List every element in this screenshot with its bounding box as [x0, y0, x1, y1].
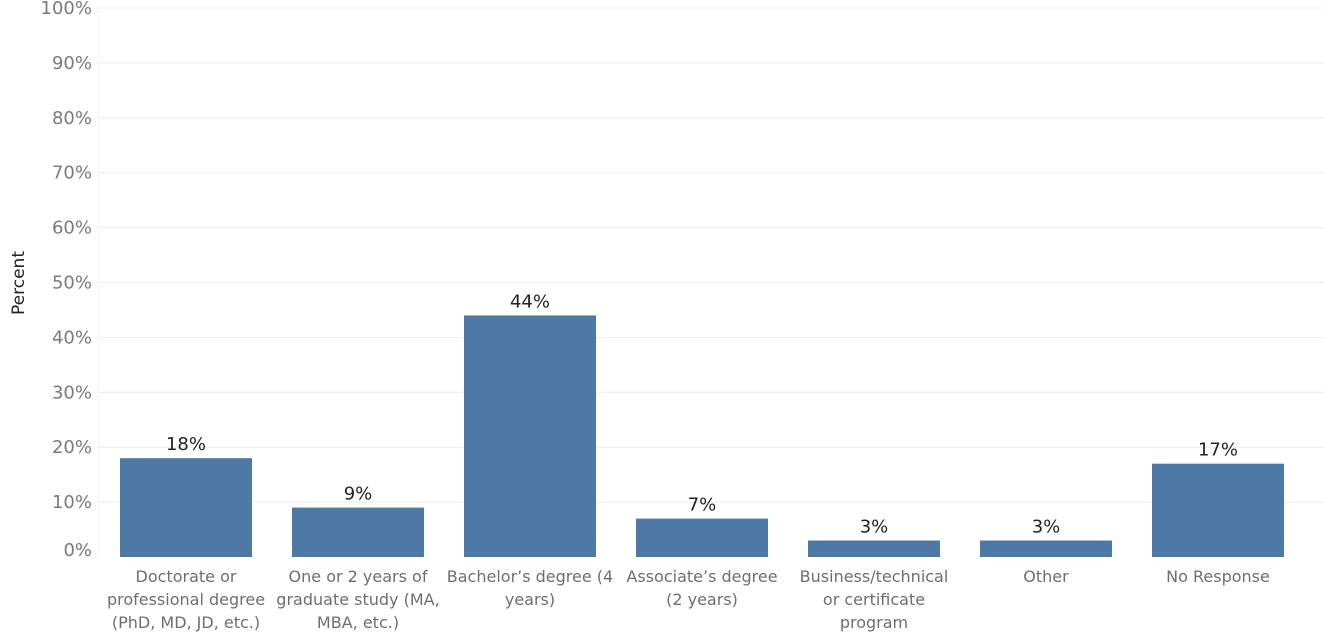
x-category-line: Other — [1023, 567, 1069, 586]
x-category-line: Bachelor’s degree (4 — [447, 567, 613, 586]
x-category-line: (PhD, MD, JD, etc.) — [112, 613, 260, 632]
x-axis-categories: Doctorate or professional degree (PhD, MD,… — [107, 567, 1270, 632]
y-tick-label: 100% — [41, 0, 92, 19]
data-label: 3% — [860, 517, 889, 538]
gridlines — [97, 7, 1324, 557]
bar — [120, 458, 252, 557]
bar — [1152, 463, 1284, 557]
x-category-line: (2 years) — [666, 590, 738, 609]
x-category-line: Doctorate or — [136, 567, 237, 586]
data-label: 18% — [166, 434, 206, 455]
bars — [120, 315, 1284, 557]
y-tick-label: 70% — [52, 163, 92, 184]
y-tick-label: 0% — [63, 540, 92, 561]
x-category-label: No Response — [1166, 567, 1270, 586]
x-category-line: Associate’s degree — [626, 567, 777, 586]
y-axis-title: Percent — [9, 251, 29, 315]
x-category-label: Other — [1023, 567, 1069, 586]
x-category-line: years) — [505, 590, 555, 609]
y-tick-label: 90% — [52, 53, 92, 74]
x-category-label: Bachelor’s degree (4 years) — [447, 567, 613, 609]
x-category-line: No Response — [1166, 567, 1270, 586]
data-labels: 18% 9% 44% 7% 3% 3% 17% — [166, 291, 1238, 537]
y-tick-label: 80% — [52, 108, 92, 129]
data-label: 9% — [344, 484, 373, 505]
y-tick-label: 10% — [52, 492, 92, 513]
x-category-line: or certificate — [823, 590, 925, 609]
x-category-label: One or 2 years of graduate study (MA, MBA,… — [276, 567, 439, 632]
x-category-line: graduate study (MA, — [276, 590, 439, 609]
x-category-line: One or 2 years of — [289, 567, 428, 586]
y-tick-label: 20% — [52, 437, 92, 458]
bar — [808, 540, 940, 557]
bar — [292, 507, 424, 557]
y-tick-label: 50% — [52, 273, 92, 294]
y-tick-label: 40% — [52, 327, 92, 348]
data-label: 17% — [1198, 440, 1238, 461]
bar — [980, 540, 1112, 557]
x-category-line: MBA, etc.) — [317, 613, 399, 632]
y-tick-label: 30% — [52, 382, 92, 403]
x-category-label: Doctorate or professional degree (PhD, MD,… — [107, 567, 265, 632]
data-label: 3% — [1032, 517, 1061, 538]
data-label: 7% — [688, 495, 717, 516]
bar — [464, 315, 596, 557]
x-category-label: Associate’s degree (2 years) — [626, 567, 777, 609]
y-tick-label: 60% — [52, 218, 92, 239]
x-category-label: Business/technical or certificate program — [800, 567, 949, 632]
x-category-line: Business/technical — [800, 567, 949, 586]
x-category-line: professional degree — [107, 590, 265, 609]
y-axis-ticks: 0% 10% 20% 30% 40% 50% 60% 70% 80% 90% 100% — [41, 0, 92, 561]
x-category-line: program — [840, 613, 908, 632]
data-label: 44% — [510, 291, 550, 312]
bar — [636, 518, 768, 557]
